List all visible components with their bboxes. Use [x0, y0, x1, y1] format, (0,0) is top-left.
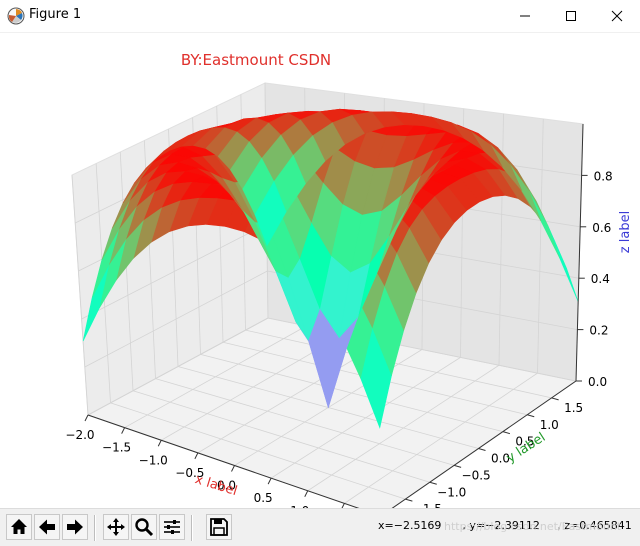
pan-icon [107, 518, 125, 536]
maximize-icon [566, 11, 576, 21]
cursor-coordinates: x=−2.5169 , y=−2.39112 , z=0.465841 [378, 519, 632, 532]
save-icon [210, 518, 228, 536]
y-tick [453, 464, 462, 468]
matplotlib-icon [7, 7, 25, 25]
y-tick-label: 1.5 [564, 401, 583, 415]
z-tick-label: 0.2 [589, 324, 608, 338]
y-tick [429, 481, 437, 485]
grid-line [84, 270, 268, 368]
surface-mesh [82, 108, 579, 429]
y-tick-label: 0.0 [491, 452, 510, 466]
y-tick-label: 0.5 [515, 435, 534, 449]
navigation-toolbar [0, 508, 640, 546]
tick-labels: −2.0−1.5−1.0−0.50.00.51.01.5−2.0−1.5−1.0… [65, 169, 612, 508]
y-tick [551, 397, 559, 401]
grid-line [71, 174, 89, 416]
back-icon [39, 519, 55, 535]
z-tick-label: 0.8 [594, 169, 613, 183]
grid-line [81, 223, 267, 320]
x-tick [341, 503, 345, 508]
z-tick-label: 0.6 [592, 221, 611, 235]
axis-lines [84, 123, 588, 508]
window-title: Figure 1 [29, 7, 82, 22]
forward-icon [67, 519, 83, 535]
grid-line [537, 118, 544, 374]
back-button[interactable] [34, 514, 60, 540]
home-button[interactable] [6, 514, 32, 540]
close-icon [611, 10, 623, 22]
y-tick [478, 448, 486, 451]
configure-button[interactable] [159, 514, 185, 540]
x-tick-label: 1.0 [290, 504, 309, 508]
x-tick [84, 414, 89, 422]
forward-button[interactable] [62, 514, 88, 540]
y-tick-label: 1.0 [540, 418, 559, 432]
x-tick-label: −0.5 [175, 466, 204, 480]
x-axis-label: x label [193, 472, 239, 499]
zoom-button[interactable] [131, 514, 157, 540]
y-tick-label: −1.0 [437, 485, 466, 499]
surface-plot: −2.0−1.5−1.0−0.50.00.51.01.5−2.0−1.5−1.0… [65, 51, 633, 508]
y-tick-label: −1.5 [413, 502, 442, 508]
title-bar: Figure 1 [0, 0, 640, 33]
watermark: https://blog.csdn.net/Eastmount [444, 520, 622, 533]
grid-line [87, 317, 269, 416]
x-tick-label: −2.0 [65, 428, 94, 442]
plot-title: BY:Eastmount CSDN [181, 51, 331, 69]
x-tick [304, 490, 309, 497]
y-tick [405, 498, 413, 502]
grid-line [200, 353, 503, 433]
x-tick-label: −1.5 [102, 441, 131, 455]
figure-canvas[interactable]: −2.0−1.5−1.0−0.50.00.51.01.5−2.0−1.5−1.0… [0, 32, 640, 508]
y-tick [502, 431, 511, 435]
zoom-icon [135, 518, 154, 537]
grid-line [110, 402, 406, 500]
toolbar-separator [191, 515, 193, 541]
x-tick [267, 477, 272, 485]
x-tick-label: 0.0 [217, 479, 236, 493]
grid-line [132, 390, 430, 483]
toolbar-separator [94, 515, 96, 541]
minimize-button[interactable] [502, 0, 548, 32]
x-tick [121, 427, 126, 434]
x-tick [157, 440, 162, 447]
surface-facet [254, 181, 287, 247]
x-tick [231, 465, 235, 472]
configure-icon [164, 520, 180, 534]
pan-button[interactable] [103, 514, 129, 540]
grid-line [155, 378, 455, 466]
grid-line [245, 329, 552, 399]
grid-line [119, 151, 134, 391]
maximize-button[interactable] [548, 0, 594, 32]
z-axis-line [575, 123, 584, 382]
minimize-icon [520, 15, 530, 17]
x-tick [194, 452, 199, 460]
close-button[interactable] [594, 0, 640, 32]
x-tick-label: 0.5 [254, 491, 273, 505]
z-tick-label: 0.4 [591, 272, 610, 286]
home-icon [11, 519, 27, 534]
y-tick [527, 414, 535, 418]
z-axis-label: z label [618, 211, 633, 253]
x-tick-label: −1.0 [139, 453, 168, 467]
save-button[interactable] [206, 514, 232, 540]
z-tick-label: 0.0 [588, 375, 607, 389]
y-tick-label: −0.5 [462, 468, 491, 482]
